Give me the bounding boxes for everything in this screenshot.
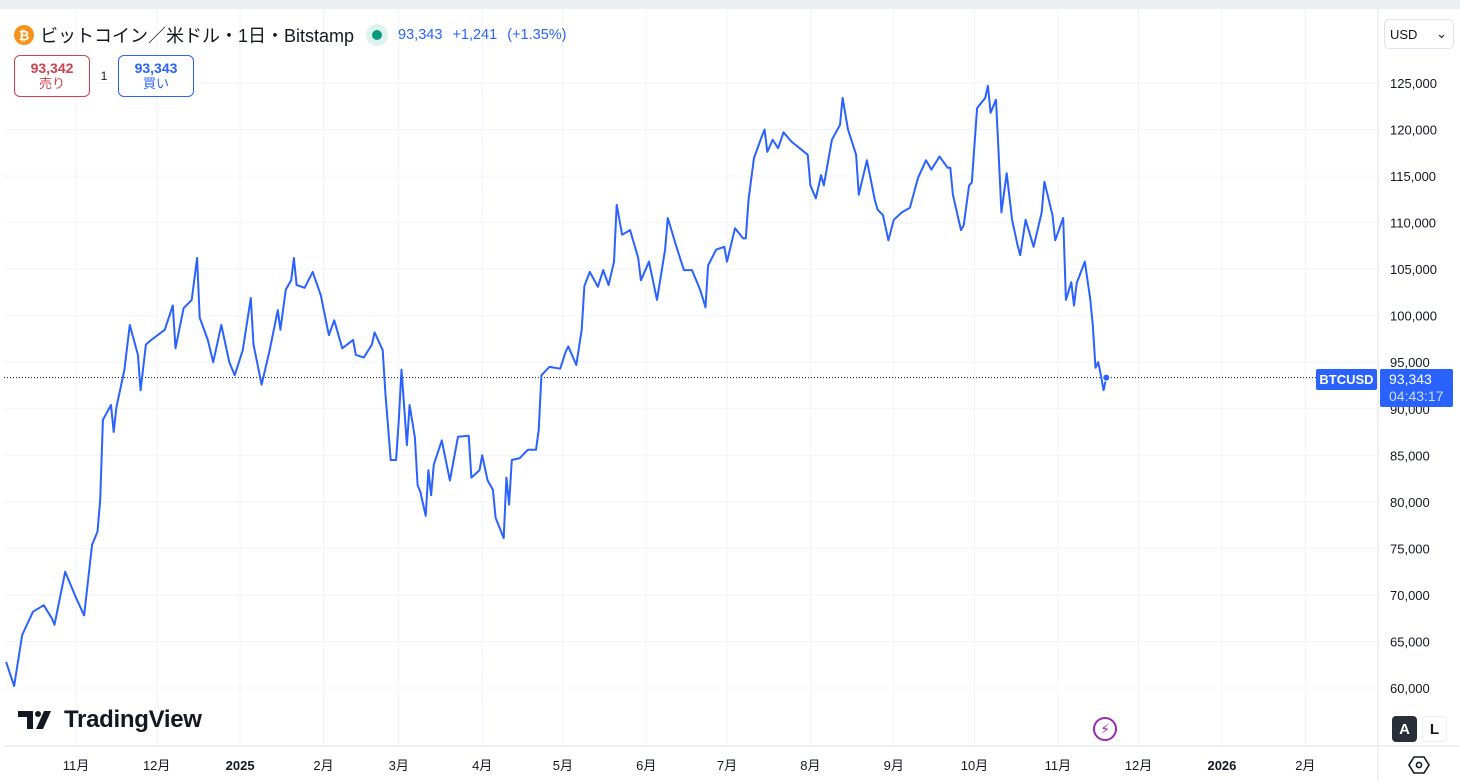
symbol-legend: ₿ ビットコイン／米ドル・1日・Bitstamp 93,343 +1,241 (… — [14, 22, 572, 48]
x-tick-label: 7月 — [717, 758, 737, 773]
settings-icon[interactable] — [1407, 754, 1431, 776]
x-tick-label: 2026 — [1207, 758, 1236, 773]
x-tick-label: 4月 — [472, 758, 492, 773]
quote-values: 93,343 +1,241 (+1.35%) — [398, 27, 572, 43]
x-tick-label: 2月 — [1295, 758, 1315, 773]
currency-select[interactable]: USD ⌄ — [1384, 19, 1454, 49]
x-tick-label: 2月 — [313, 758, 333, 773]
top-border — [0, 0, 1460, 9]
symbol-title[interactable]: ビットコイン／米ドル・1日・Bitstamp — [40, 26, 355, 46]
y-tick-label: 120,000 — [1390, 123, 1437, 138]
bar-countdown: 04:43:17 — [1389, 388, 1444, 404]
x-tick-label: 12月 — [1125, 758, 1152, 773]
bitcoin-icon: ₿ — [14, 25, 34, 45]
y-tick-label: 95,000 — [1390, 355, 1430, 370]
last-price-point — [1102, 373, 1111, 382]
symbol-price-tag: BTCUSD — [1316, 369, 1377, 390]
sell-button[interactable]: 93,342 売り — [14, 55, 90, 97]
x-tick-label: 9月 — [884, 758, 904, 773]
x-tick-label: 11月 — [1045, 758, 1072, 773]
x-tick-label: 10月 — [961, 758, 988, 773]
auto-scale-button[interactable]: A — [1392, 716, 1417, 742]
x-tick-label: 11月 — [63, 758, 90, 773]
y-tick-label: 70,000 — [1390, 588, 1430, 603]
x-tick-label: 3月 — [389, 758, 409, 773]
tradingview-logo-icon — [18, 711, 51, 729]
price-change-percent: (+1.35%) — [507, 27, 567, 43]
log-scale-button[interactable]: L — [1422, 716, 1447, 742]
y-tick-label: 65,000 — [1390, 634, 1430, 649]
y-tick-label: 85,000 — [1390, 448, 1430, 463]
x-tick-label: 12月 — [143, 758, 170, 773]
tradingview-logo[interactable]: TradingView — [18, 706, 202, 734]
sell-label: 売り — [38, 76, 65, 91]
x-tick-label: 5月 — [553, 758, 573, 773]
trade-panel: 93,342 売り 1 93,343 買い — [14, 55, 194, 97]
y-tick-label: 80,000 — [1390, 495, 1430, 510]
y-tick-label: 105,000 — [1390, 262, 1437, 277]
lightning-icon[interactable]: ⚡ — [1093, 717, 1117, 741]
buy-label: 買い — [142, 76, 169, 91]
x-tick-label: 6月 — [636, 758, 656, 773]
logo-text: TradingView — [64, 706, 202, 733]
buy-button[interactable]: 93,343 買い — [118, 55, 194, 97]
y-tick-label: 60,000 — [1390, 681, 1430, 696]
currency-value: USD — [1390, 26, 1418, 42]
chart-background — [4, 9, 1460, 781]
buy-price: 93,343 — [134, 60, 178, 76]
market-open-icon[interactable] — [366, 24, 389, 46]
price-change: +1,241 — [452, 27, 498, 43]
y-tick-label: 115,000 — [1390, 169, 1436, 184]
y-tick-label: 75,000 — [1390, 541, 1430, 556]
y-tick-label: 110,000 — [1390, 216, 1436, 231]
x-tick-label: 2025 — [226, 758, 255, 773]
last-price-tag: 93,343 04:43:17 — [1380, 369, 1453, 407]
price-series-line — [5, 84, 1108, 688]
y-tick-label: 100,000 — [1390, 309, 1437, 324]
last-price-tag-value: 93,343 — [1389, 371, 1432, 387]
sell-price: 93,342 — [30, 60, 74, 76]
y-tick-label: 125,000 — [1390, 76, 1437, 91]
last-price: 93,343 — [398, 27, 443, 43]
chevron-down-icon: ⌄ — [1436, 26, 1447, 41]
quantity: 1 — [100, 69, 108, 83]
x-tick-label: 8月 — [800, 758, 820, 773]
